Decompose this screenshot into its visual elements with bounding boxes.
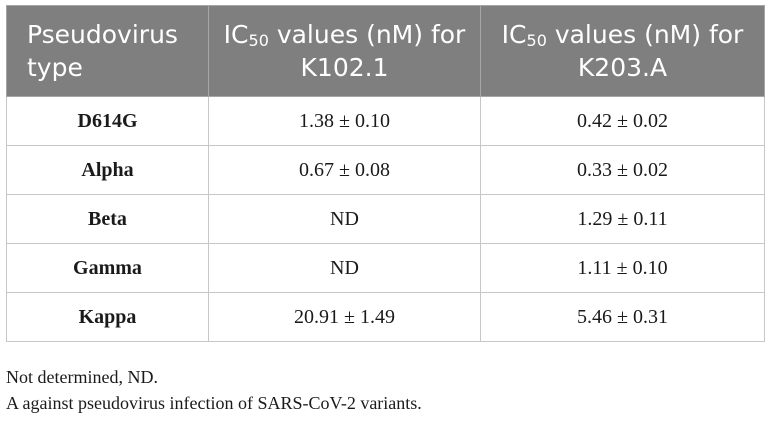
- header-ic50-k203: IC50 values (nM) for K203.A: [480, 5, 765, 97]
- table-row: D614G 1.38 ± 0.10 0.42 ± 0.02: [6, 96, 765, 146]
- table-footnotes: Not determined, ND. A against pseudoviru…: [6, 364, 422, 416]
- ic50-table: Pseudovirus type IC50 values (nM) for K1…: [6, 5, 765, 342]
- k203-value-cell: 0.42 ± 0.02: [480, 96, 765, 146]
- k203-value-cell: 1.11 ± 0.10: [480, 243, 765, 293]
- row-type-cell: Beta: [6, 194, 209, 244]
- k102-value-cell: ND: [208, 194, 481, 244]
- footnote-abbreviation: Not determined, ND.: [6, 367, 158, 387]
- header-ic50-k102: IC50 values (nM) for K102.1: [208, 5, 481, 97]
- ic50-table-container: Pseudovirus type IC50 values (nM) for K1…: [6, 5, 765, 342]
- table-row: Kappa 20.91 ± 1.49 5.46 ± 0.31: [6, 292, 765, 342]
- row-type-cell: Kappa: [6, 292, 209, 342]
- k102-value-cell: 20.91 ± 1.49: [208, 292, 481, 342]
- row-type-cell: Gamma: [6, 243, 209, 293]
- k203-value-cell: 1.29 ± 0.11: [480, 194, 765, 244]
- table-row: Gamma ND 1.11 ± 0.10: [6, 243, 765, 293]
- k203-value-cell: 0.33 ± 0.02: [480, 145, 765, 195]
- footnote-caption: A against pseudovirus infection of SARS-…: [6, 393, 422, 413]
- table-row: Alpha 0.67 ± 0.08 0.33 ± 0.02: [6, 145, 765, 195]
- header-pseudovirus-type: Pseudovirus type: [6, 5, 209, 97]
- k203-value-cell: 5.46 ± 0.31: [480, 292, 765, 342]
- table-header-row: Pseudovirus type IC50 values (nM) for K1…: [6, 5, 765, 97]
- table-row: Beta ND 1.29 ± 0.11: [6, 194, 765, 244]
- row-type-cell: D614G: [6, 96, 209, 146]
- k102-value-cell: ND: [208, 243, 481, 293]
- k102-value-cell: 0.67 ± 0.08: [208, 145, 481, 195]
- row-type-cell: Alpha: [6, 145, 209, 195]
- k102-value-cell: 1.38 ± 0.10: [208, 96, 481, 146]
